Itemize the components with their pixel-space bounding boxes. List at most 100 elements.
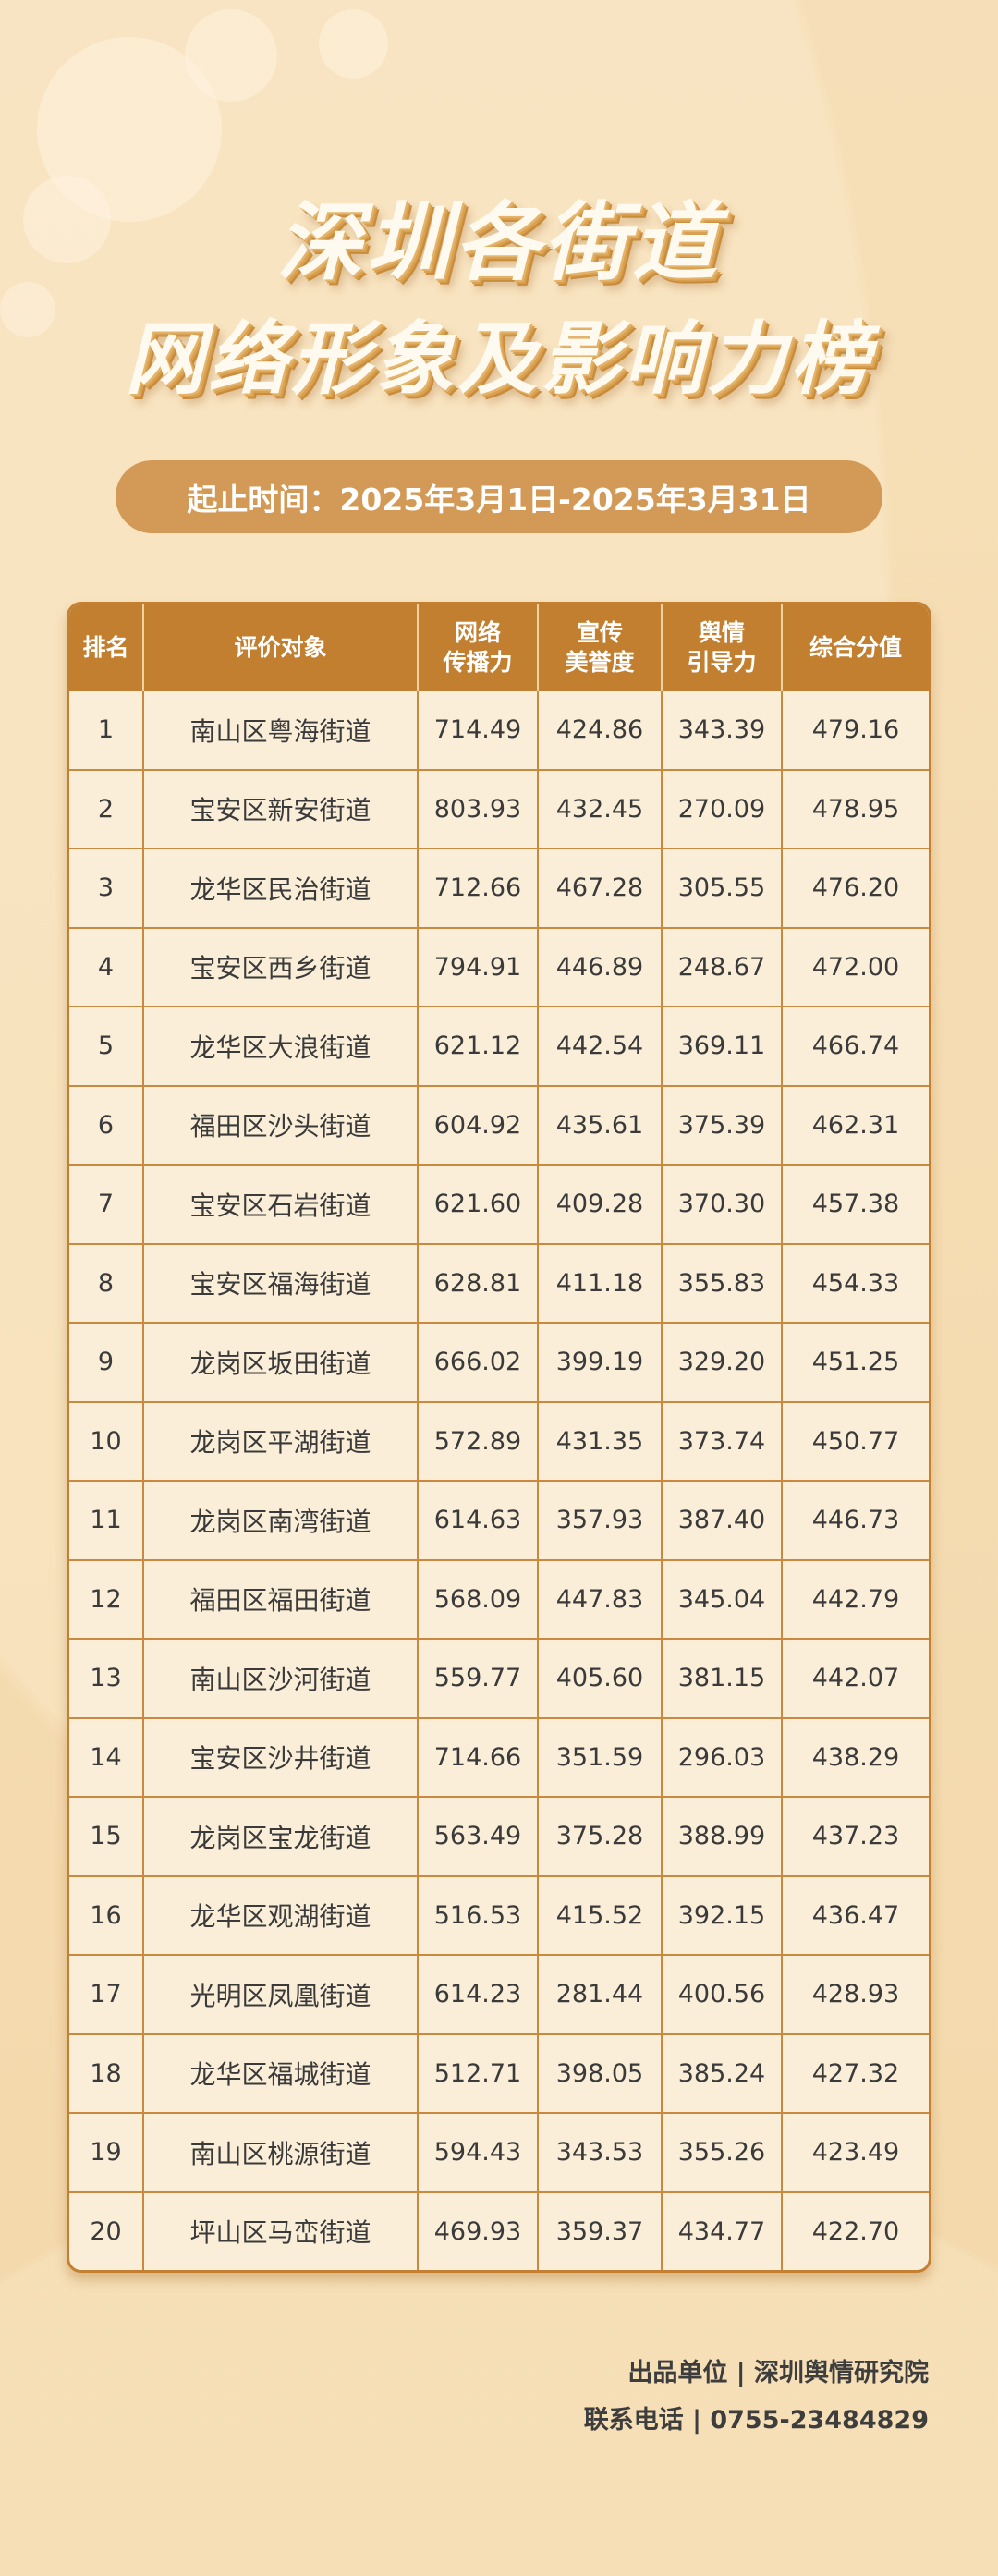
cell-target: 南山区桃源街道 bbox=[142, 2112, 419, 2193]
cell-score: 428.93 bbox=[781, 1954, 929, 2035]
cell-rank: 2 bbox=[69, 768, 144, 849]
cell-rank: 19 bbox=[69, 2112, 144, 2193]
cell-target: 宝安区沙井街道 bbox=[142, 1716, 419, 1798]
cell-guidance: 305.55 bbox=[661, 848, 783, 929]
cell-reputation: 357.93 bbox=[537, 1480, 663, 1561]
cell-spread: 621.12 bbox=[417, 1006, 539, 1087]
cell-score: 478.95 bbox=[781, 768, 929, 849]
cell-score: 457.38 bbox=[781, 1164, 929, 1245]
cell-rank: 12 bbox=[69, 1558, 144, 1640]
table-row: 10 龙岗区平湖街道 572.89 431.35 373.74 450.77 bbox=[69, 1400, 929, 1482]
table-row: 5 龙华区大浪街道 621.12 442.54 369.11 466.74 bbox=[69, 1006, 929, 1087]
cell-reputation: 446.89 bbox=[537, 926, 663, 1007]
cell-reputation: 447.83 bbox=[537, 1558, 663, 1640]
cell-score: 476.20 bbox=[781, 848, 929, 929]
wifi-icon bbox=[37, 37, 222, 222]
cell-guidance: 375.39 bbox=[661, 1084, 783, 1166]
table-row: 12 福田区福田街道 568.09 447.83 345.04 442.79 bbox=[69, 1558, 929, 1640]
cell-spread: 559.77 bbox=[417, 1638, 539, 1719]
cell-score: 427.32 bbox=[781, 2033, 929, 2114]
cell-score: 442.79 bbox=[781, 1558, 929, 1640]
cell-spread: 628.81 bbox=[417, 1242, 539, 1324]
cell-spread: 614.23 bbox=[417, 1954, 539, 2035]
table-row: 19 南山区桃源街道 594.43 343.53 355.26 423.49 bbox=[69, 2112, 929, 2193]
cell-reputation: 431.35 bbox=[537, 1400, 663, 1482]
cell-rank: 15 bbox=[69, 1796, 144, 1877]
cell-reputation: 409.28 bbox=[537, 1164, 663, 1245]
cell-target: 宝安区西乡街道 bbox=[142, 926, 419, 1007]
title-line-1: 深圳各街道 bbox=[276, 193, 721, 292]
cell-rank: 3 bbox=[69, 848, 144, 929]
cell-guidance: 392.15 bbox=[661, 1874, 783, 1956]
cell-guidance: 343.39 bbox=[661, 691, 783, 771]
cell-rank: 6 bbox=[69, 1084, 144, 1166]
cell-guidance: 434.77 bbox=[661, 2191, 783, 2270]
cell-reputation: 435.61 bbox=[537, 1084, 663, 1166]
table-row: 2 宝安区新安街道 803.93 432.45 270.09 478.95 bbox=[69, 768, 929, 849]
cell-target: 龙岗区宝龙街道 bbox=[142, 1796, 419, 1877]
cell-spread: 614.63 bbox=[417, 1480, 539, 1561]
cell-target: 坪山区马峦街道 bbox=[142, 2191, 419, 2270]
cell-spread: 572.89 bbox=[417, 1400, 539, 1482]
cell-reputation: 351.59 bbox=[537, 1716, 663, 1798]
server-icon bbox=[23, 176, 111, 263]
cell-spread: 568.09 bbox=[417, 1558, 539, 1640]
table-row: 15 龙岗区宝龙街道 563.49 375.28 388.99 437.23 bbox=[69, 1796, 929, 1877]
cell-rank: 13 bbox=[69, 1638, 144, 1719]
cell-reputation: 375.28 bbox=[537, 1796, 663, 1877]
cell-reputation: 432.45 bbox=[537, 768, 663, 849]
table-row: 14 宝安区沙井街道 714.66 351.59 296.03 438.29 bbox=[69, 1716, 929, 1798]
cell-spread: 803.93 bbox=[417, 768, 539, 849]
producer-text: 出品单位 | 深圳舆情研究院 bbox=[627, 2359, 929, 2387]
cell-spread: 516.53 bbox=[417, 1874, 539, 1956]
cell-reputation: 281.44 bbox=[537, 1954, 663, 2035]
cell-reputation: 343.53 bbox=[537, 2112, 663, 2193]
cell-target: 龙华区福城街道 bbox=[142, 2033, 419, 2114]
cell-guidance: 387.40 bbox=[661, 1480, 783, 1561]
cell-target: 龙华区大浪街道 bbox=[142, 1006, 419, 1087]
period-pill: 起止时间：2025年3月1日-2025年3月31日 bbox=[116, 460, 882, 533]
cell-rank: 14 bbox=[69, 1716, 144, 1798]
cell-score: 442.07 bbox=[781, 1638, 929, 1719]
share-icon bbox=[0, 282, 55, 337]
contact-text: 联系电话 | 0755-23484829 bbox=[583, 2406, 929, 2435]
cell-reputation: 411.18 bbox=[537, 1242, 663, 1324]
table-row: 11 龙岗区南湾街道 614.63 357.93 387.40 446.73 bbox=[69, 1480, 929, 1561]
cell-guidance: 345.04 bbox=[661, 1558, 783, 1640]
cell-score: 479.16 bbox=[781, 691, 929, 771]
cloud-icon bbox=[319, 9, 388, 79]
cell-spread: 563.49 bbox=[417, 1796, 539, 1877]
cell-guidance: 329.20 bbox=[661, 1322, 783, 1403]
cell-rank: 5 bbox=[69, 1006, 144, 1087]
cell-rank: 4 bbox=[69, 926, 144, 1007]
cell-guidance: 370.30 bbox=[661, 1164, 783, 1245]
table-row: 13 南山区沙河街道 559.77 405.60 381.15 442.07 bbox=[69, 1638, 929, 1719]
cell-score: 438.29 bbox=[781, 1716, 929, 1798]
cell-score: 462.31 bbox=[781, 1084, 929, 1166]
cell-spread: 594.43 bbox=[417, 2112, 539, 2193]
cloud-download-icon bbox=[185, 9, 277, 102]
table-row: 3 龙华区民治街道 712.66 467.28 305.55 476.20 bbox=[69, 848, 929, 929]
cell-score: 472.00 bbox=[781, 926, 929, 1007]
cell-guidance: 400.56 bbox=[661, 1954, 783, 2035]
cell-target: 南山区粤海街道 bbox=[142, 691, 419, 771]
table-row: 17 光明区凤凰街道 614.23 281.44 400.56 428.93 bbox=[69, 1954, 929, 2035]
cell-score: 437.23 bbox=[781, 1796, 929, 1877]
cell-target: 光明区凤凰街道 bbox=[142, 1954, 419, 2035]
cell-spread: 604.92 bbox=[417, 1084, 539, 1166]
table-row: 7 宝安区石岩街道 621.60 409.28 370.30 457.38 bbox=[69, 1164, 929, 1245]
header-score: 综合分值 bbox=[782, 604, 929, 691]
cell-reputation: 405.60 bbox=[537, 1638, 663, 1719]
cell-rank: 7 bbox=[69, 1164, 144, 1245]
cell-target: 福田区沙头街道 bbox=[142, 1084, 419, 1166]
cell-guidance: 385.24 bbox=[661, 2033, 783, 2114]
cell-reputation: 424.86 bbox=[537, 691, 663, 771]
cell-reputation: 399.19 bbox=[537, 1322, 663, 1403]
cell-score: 466.74 bbox=[781, 1006, 929, 1087]
cell-guidance: 270.09 bbox=[661, 768, 783, 849]
header-guidance: 舆情 引导力 bbox=[662, 604, 783, 691]
header-spread: 网络 传播力 bbox=[418, 604, 539, 691]
table-row: 1 南山区粤海街道 714.49 424.86 343.39 479.16 bbox=[69, 691, 929, 771]
cell-target: 龙华区民治街道 bbox=[142, 848, 419, 929]
title-line-2: 网络形象及影响力榜 bbox=[125, 313, 873, 406]
